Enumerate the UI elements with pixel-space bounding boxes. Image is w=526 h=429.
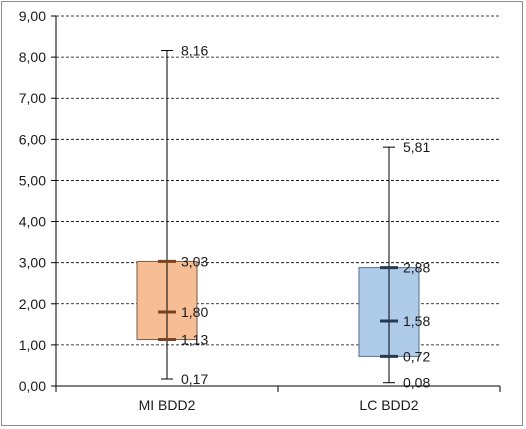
q1-label: 1,13 bbox=[181, 332, 208, 348]
q3-label: 3,03 bbox=[181, 253, 208, 269]
y-tick-label: 1,00 bbox=[19, 337, 46, 353]
min-label: 0,17 bbox=[181, 371, 208, 387]
y-tick-label: 3,00 bbox=[19, 255, 46, 271]
x-axis: MI BDD2 LC BDD2 bbox=[55, 385, 501, 413]
y-tick-label: 9,00 bbox=[19, 8, 46, 24]
max-label: 5,81 bbox=[403, 139, 430, 155]
y-tick-label: 8,00 bbox=[19, 49, 46, 65]
x-category-label: LC BDD2 bbox=[359, 397, 418, 413]
y-tick-label: 4,00 bbox=[19, 214, 46, 230]
y-tick-label: 6,00 bbox=[19, 131, 46, 147]
y-tick-label: 0,00 bbox=[19, 378, 46, 394]
y-tick-label: 2,00 bbox=[19, 296, 46, 312]
y-tick-label: 7,00 bbox=[19, 90, 46, 106]
y-axis: 0,00 1,00 2,00 3,00 4,00 5,00 6,00 7,00 8,00 9,00 bbox=[19, 8, 57, 394]
box-group: 5,81 2,88 1,58 0,72 0,08 bbox=[358, 139, 430, 391]
median-label: 1,58 bbox=[403, 313, 430, 329]
q1-label: 0,72 bbox=[403, 348, 430, 364]
y-tick-label: 5,00 bbox=[19, 172, 46, 188]
x-category-label: MI BDD2 bbox=[139, 397, 196, 413]
min-label: 0,08 bbox=[403, 375, 430, 391]
boxes: 8,16 3,03 1,80 1,13 0,17 5,81 2,88 1,58 0,72 0,08 bbox=[136, 43, 430, 391]
gridlines bbox=[56, 15, 500, 346]
max-label: 8,16 bbox=[181, 43, 208, 59]
q3-label: 2,88 bbox=[403, 260, 430, 276]
median-label: 1,80 bbox=[181, 304, 208, 320]
box-group: 8,16 3,03 1,80 1,13 0,17 bbox=[136, 43, 208, 387]
